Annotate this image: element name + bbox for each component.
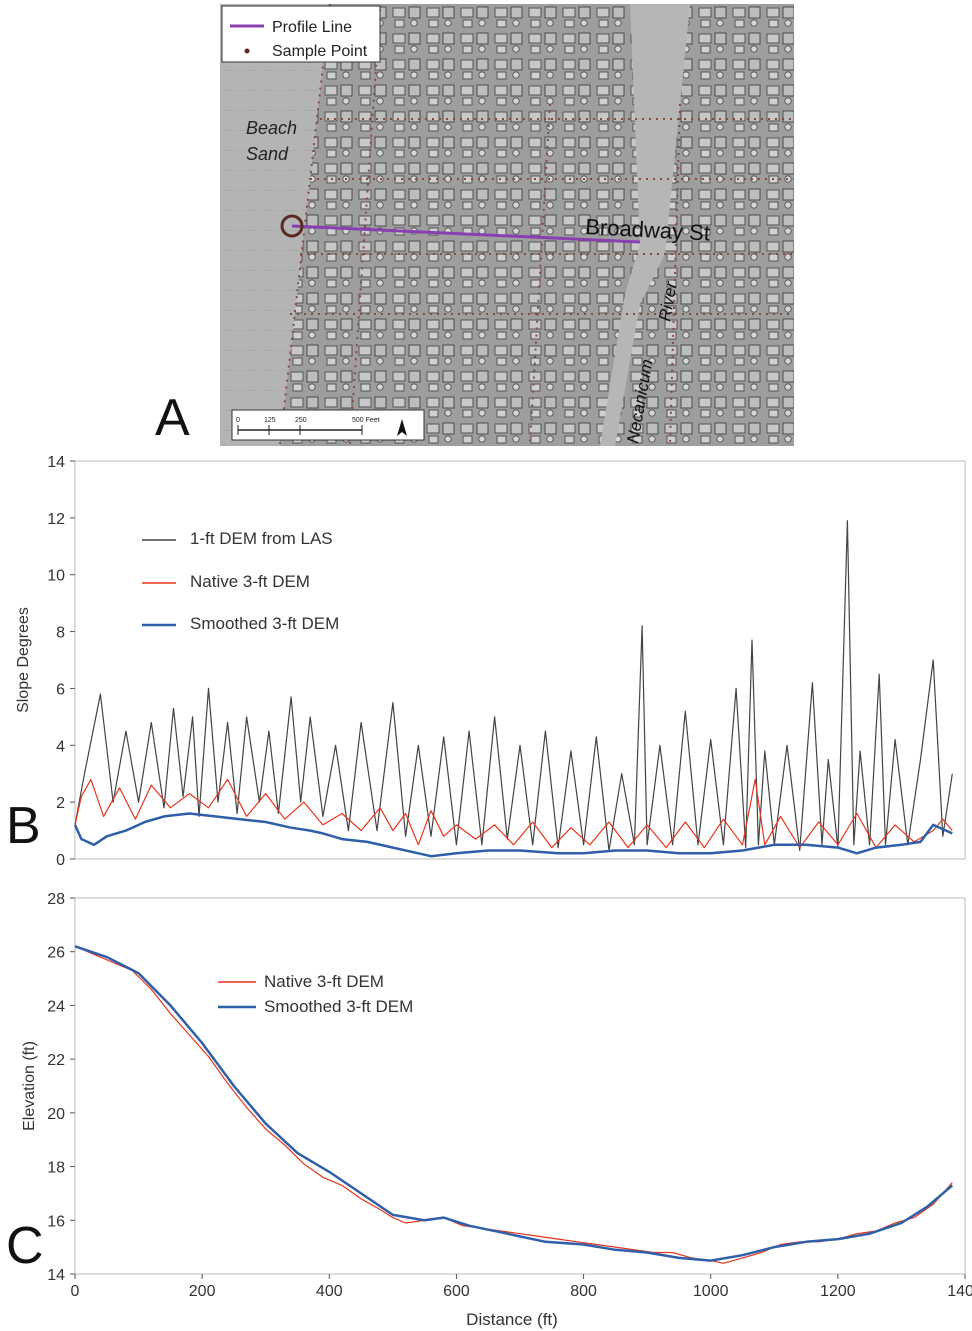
y-tick-label: 24 [47,998,65,1015]
beach-label-2: Sand [246,144,289,164]
panel-letter-b: B [6,797,41,855]
y-tick-label: 14 [47,454,65,471]
x-tick-label: 1400 [947,1283,972,1300]
scale-tick-3: 500 Feet [352,417,380,424]
legend-c-native-label: Native 3-ft DEM [264,972,384,991]
river-channel [600,4,690,446]
x-tick-label: 1000 [693,1283,729,1300]
elevation-chart-frame [74,897,966,1275]
panel-letter-c: C [6,1217,44,1275]
series-line-2 [73,812,953,858]
y-tick-label: 28 [47,891,65,908]
hillshade-map: Profile Line Sample Point Beach Sand Bro… [219,3,795,447]
x-tick-label: 200 [189,1283,216,1300]
slope-chart: 0 2 4 6 8 10 12 14 Slope Degrees 1-ft DEM from … [15,454,966,869]
y-tick-label: 6 [56,681,65,698]
series-line-1 [74,945,954,1262]
legend-profile-label: Profile Line [272,19,352,36]
north-arrow-icon [397,419,407,436]
y-tick-label: 18 [47,1160,65,1177]
elevation-x-ticks: 0 200 400 600 800 1000 1200 1400 [71,1274,972,1300]
legend-sample-label: Sample Point [272,43,368,60]
beach-area [220,4,330,446]
y-tick-label: 16 [47,1213,65,1230]
slope-y-ticks: 0 2 4 6 8 10 12 14 [47,454,75,869]
slope-series [73,520,953,858]
series-line-1 [74,778,953,849]
elevation-y-ticks: 14 16 18 20 22 24 26 28 [47,891,75,1284]
elevation-chart: 14 16 18 20 22 24 26 28 0 200 400 600 800 1000 1200 14… [21,891,972,1329]
legend-c-smoothed-label: Smoothed 3-ft DEM [264,997,413,1016]
road-dots [279,3,794,445]
series-line-0 [74,945,953,1264]
scale-tick-2: 250 [295,417,307,424]
map-legend: Profile Line Sample Point [221,5,381,63]
y-tick-label: 8 [56,625,65,642]
profile-line [291,224,641,244]
y-tick-label: 4 [56,738,65,755]
scale-bar: 0 125 250 500 Feet [231,409,425,441]
elevation-y-label: Elevation (ft) [21,1041,38,1131]
y-tick-label: 10 [47,568,65,585]
x-tick-label: 400 [316,1283,343,1300]
legend-smoothed-label: Smoothed 3-ft DEM [190,614,339,633]
y-tick-label: 22 [47,1052,65,1069]
map-panel: Profile Line Sample Point Beach Sand Bro… [219,3,795,447]
y-tick-label: 14 [47,1267,65,1284]
legend-1ft-label: 1-ft DEM from LAS [190,529,333,548]
y-tick-label: 20 [47,1106,65,1123]
x-tick-label: 600 [443,1283,470,1300]
x-tick-label: 0 [71,1283,80,1300]
beach-label-1: Beach [246,118,297,138]
scale-tick-0: 0 [236,417,240,424]
legend-native-label: Native 3-ft DEM [190,572,310,591]
scale-tick-1: 125 [264,417,276,424]
y-tick-label: 26 [47,945,65,962]
series-line-0 [74,520,953,852]
slope-chart-frame [74,460,966,860]
elevation-series [74,945,954,1264]
sample-point-circle [280,214,304,238]
legend-sample-swatch [244,48,250,54]
y-tick-label: 12 [47,511,65,528]
panel-letter-a: A [155,389,190,447]
x-tick-label: 800 [570,1283,597,1300]
slope-legend: 1-ft DEM from LAS Native 3-ft DEM Smooth… [142,529,339,633]
y-tick-label: 0 [56,852,65,869]
x-tick-label: 1200 [820,1283,856,1300]
slope-y-label: Slope Degrees [15,607,32,713]
elevation-x-label: Distance (ft) [466,1310,558,1329]
y-tick-label: 2 [56,795,65,812]
elevation-legend: Native 3-ft DEM Smoothed 3-ft DEM [218,972,413,1016]
